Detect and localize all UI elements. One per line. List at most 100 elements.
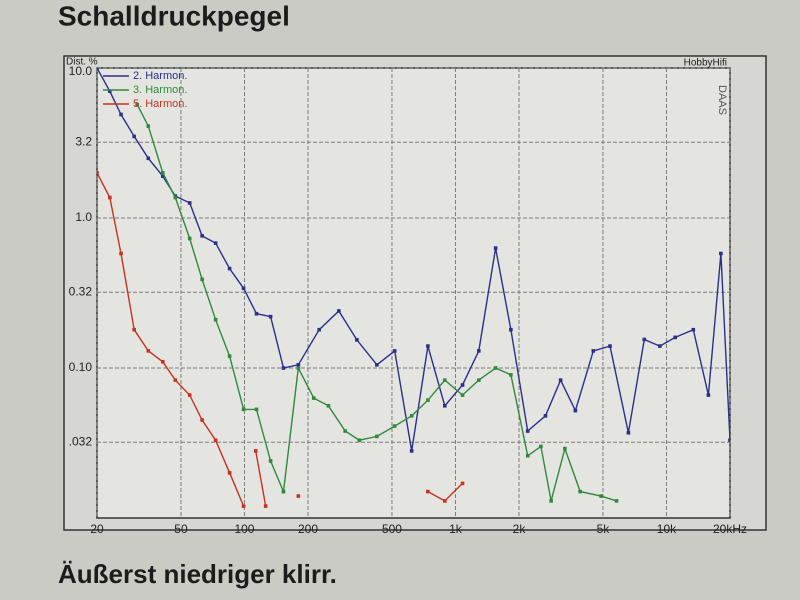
data-point bbox=[97, 171, 99, 175]
data-point bbox=[563, 446, 567, 451]
data-point bbox=[281, 489, 286, 494]
grid: 20 50 100 200 500 1k 2k 5k 10k 20kHz 10.0 3.2 1.0 0.3… bbox=[69, 64, 747, 536]
data-point bbox=[268, 459, 273, 463]
data-point bbox=[213, 241, 218, 245]
data-point bbox=[525, 453, 530, 458]
data-point bbox=[443, 378, 447, 382]
data-point bbox=[355, 338, 359, 342]
data-point bbox=[477, 378, 481, 382]
data-point bbox=[146, 124, 151, 128]
data-point bbox=[227, 266, 232, 271]
data-point bbox=[460, 383, 465, 387]
data-point bbox=[375, 363, 379, 367]
data-point bbox=[254, 407, 259, 412]
data-point bbox=[426, 398, 430, 403]
data-point bbox=[343, 429, 347, 433]
data-point bbox=[658, 344, 662, 348]
data-point bbox=[558, 378, 563, 382]
data-point bbox=[539, 444, 543, 449]
data-point bbox=[213, 317, 218, 322]
data-point bbox=[543, 414, 548, 418]
data-point bbox=[443, 499, 447, 503]
data-point bbox=[509, 327, 513, 332]
data-point bbox=[426, 489, 430, 494]
data-point bbox=[691, 327, 696, 332]
data-point bbox=[119, 251, 123, 256]
data-point bbox=[706, 393, 711, 397]
data-point bbox=[241, 407, 246, 412]
y-tick-label: .032 bbox=[69, 434, 93, 448]
data-point bbox=[296, 494, 301, 498]
legend-label: 3. Harmon. bbox=[133, 84, 187, 96]
data-point bbox=[146, 156, 151, 161]
data-point bbox=[493, 246, 498, 250]
y-tick-label: 10.0 bbox=[69, 64, 93, 78]
data-point bbox=[173, 195, 178, 200]
x-tick-label: 5k bbox=[597, 522, 611, 536]
data-point bbox=[599, 494, 603, 498]
data-point bbox=[392, 424, 397, 428]
y-tick-label: 0.10 bbox=[69, 360, 93, 374]
data-point bbox=[254, 311, 259, 316]
data-point bbox=[626, 430, 631, 435]
data-point bbox=[281, 366, 286, 370]
caption: Äußerst niedriger klirr. bbox=[58, 559, 337, 589]
data-point bbox=[296, 363, 301, 367]
y-tick-label: 0.32 bbox=[69, 284, 93, 298]
series-layer bbox=[97, 68, 730, 508]
data-point bbox=[578, 489, 582, 494]
data-point bbox=[326, 403, 331, 408]
data-point bbox=[108, 89, 112, 94]
data-point bbox=[200, 418, 204, 422]
data-point bbox=[642, 337, 647, 342]
data-point bbox=[493, 366, 498, 370]
data-point bbox=[263, 504, 268, 508]
data-point bbox=[525, 429, 530, 433]
data-point bbox=[549, 499, 553, 503]
data-point bbox=[591, 349, 596, 353]
data-point bbox=[253, 449, 258, 453]
x-tick-label: 2k bbox=[513, 522, 527, 536]
data-point bbox=[719, 251, 723, 256]
data-point bbox=[296, 366, 301, 370]
data-point bbox=[311, 396, 316, 400]
data-point bbox=[268, 314, 273, 319]
data-point bbox=[160, 174, 165, 178]
data-point bbox=[614, 499, 619, 503]
x-tick-label: 100 bbox=[234, 522, 254, 536]
x-tick-label: 20kHz bbox=[713, 522, 747, 536]
data-point bbox=[443, 403, 447, 408]
data-point bbox=[97, 68, 99, 70]
data-point bbox=[241, 286, 246, 291]
data-point bbox=[200, 277, 204, 282]
data-point bbox=[187, 393, 192, 397]
data-point bbox=[409, 449, 414, 453]
data-point bbox=[728, 438, 730, 443]
legend-label: 5. Harmon. bbox=[133, 98, 187, 110]
header: Schalldruckpegel bbox=[58, 0, 290, 31]
data-point bbox=[132, 134, 136, 139]
data-point bbox=[509, 373, 513, 377]
data-point bbox=[317, 327, 321, 332]
data-point bbox=[160, 359, 165, 364]
data-point bbox=[146, 349, 151, 353]
data-point bbox=[375, 434, 379, 439]
data-point bbox=[241, 504, 246, 508]
data-point bbox=[460, 393, 465, 397]
data-point bbox=[477, 349, 481, 353]
data-point bbox=[460, 481, 465, 486]
y-tick-label: 1.0 bbox=[75, 210, 92, 224]
x-tick-label: 1k bbox=[449, 522, 463, 536]
data-point bbox=[357, 438, 362, 443]
stamp: DAAS bbox=[716, 85, 728, 115]
data-point bbox=[227, 354, 232, 358]
legend-label: 2. Harmon. bbox=[133, 70, 187, 82]
x-tick-label: 20 bbox=[90, 522, 104, 536]
y-axis-label: Dist. % bbox=[66, 57, 98, 68]
data-point bbox=[132, 327, 136, 332]
data-point bbox=[573, 408, 578, 413]
data-point bbox=[173, 378, 178, 382]
series-line bbox=[97, 68, 730, 452]
